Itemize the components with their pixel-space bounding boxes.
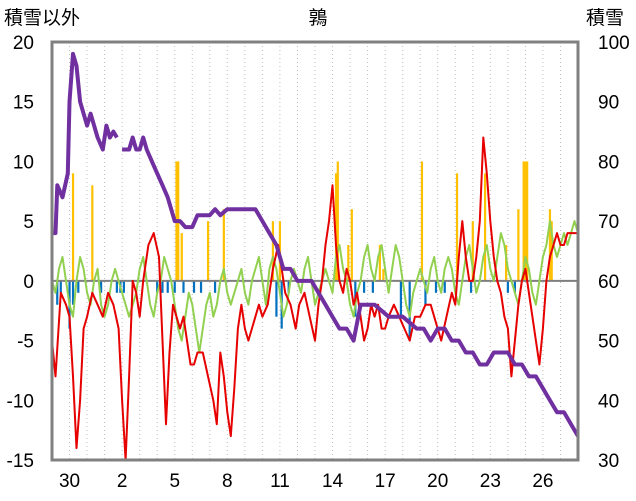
y-right-tick-label: 100 [598,33,630,54]
snowfall-diff-bar [59,280,62,293]
chart-title: 鶉 [308,7,327,29]
precipitation-bar [382,268,385,281]
x-tick-label: 5 [169,471,180,492]
y-left-tick-label: -5 [17,332,34,353]
x-axis-ticks: 30 2 5 8 11 14 17 20 23 26 [59,471,554,492]
plot-frame [50,40,580,462]
snowfall-diff-bar [443,280,446,293]
temperature-line [51,136,578,461]
snowfall-diff-bar [192,280,196,293]
snowfall-diff-bar [182,280,185,293]
precipitation-bar [378,245,381,281]
precipitation-bar [526,161,529,281]
precipitation-bar [222,209,225,281]
precipitation-bar [206,221,210,281]
x-tick-label: 14 [322,471,344,492]
y-right-tick-label: 70 [598,212,619,233]
snowfall-diff-bar [399,280,403,317]
precipitation-bar [471,221,474,281]
snowfall-diff-bar [513,280,516,293]
snowfall-diff-bar [434,280,438,293]
y-left-tick-label: -15 [7,451,34,472]
precipitation-bar [350,209,353,281]
snowfall-diff-bar [199,280,203,293]
x-tick-label: 11 [270,471,290,492]
precipitation-bar [336,161,339,281]
precipitation-bar [271,221,275,281]
snow-depth-line [122,135,580,438]
snowfall-diff-bar [115,280,118,293]
y-left-tick-label: 0 [23,272,34,293]
y-right-tick-label: 90 [598,93,619,114]
precipitation-bar [334,173,338,281]
snowfall-diff-bar [424,280,427,305]
x-tick-label: 23 [480,471,501,492]
y-right-tick-label: 30 [598,451,619,472]
snowfall-diff-bar [173,280,176,293]
precipitation-bar [517,209,520,281]
x-tick-label: 30 [59,471,80,492]
x-tick-label: 20 [427,471,448,492]
snowfall-diff-bar [275,280,278,317]
y-right-tick-label: 40 [598,391,619,412]
y-left-tick-label: -10 [7,391,34,412]
series-lines [51,51,580,461]
right-axis-ticks: 100 90 80 70 60 50 40 30 [598,33,630,472]
grid [69,42,561,460]
left-axis-label: 積雪以外 [4,7,80,29]
y-right-tick-label: 80 [598,152,619,173]
x-tick-label: 2 [117,471,128,492]
y-left-tick-label: 20 [13,33,34,54]
precipitation-bar [420,161,424,281]
right-axis-label: 積雪 [586,7,624,29]
x-tick-label: 17 [375,471,396,492]
snowfall-diff-bar [469,280,473,293]
snow-depth-line [52,51,119,236]
y-left-tick-label: 5 [23,212,34,233]
snowfall-diff-bar [161,280,164,293]
y-left-tick-label: 10 [13,152,34,173]
snowfall-diff-bar [362,280,366,293]
precipitation-bar [524,161,527,281]
frame [50,40,580,462]
snowfall-diff-bar [213,280,217,293]
left-axis-ticks: 20 15 10 5 0 -5 -10 -15 [7,33,34,472]
precipitation-bar [483,173,487,281]
snowfall-diff-bar [506,280,509,293]
snowfall-diff-bar [156,280,159,293]
snowfall-diff-bar [122,280,125,293]
x-tick-label: 8 [222,471,233,492]
snowfall-diff-bar [371,280,374,293]
precipitation-bar [522,161,525,281]
x-tick-label: 26 [532,471,553,492]
precipitation-bar [455,173,459,281]
snowfall-diff-bar [99,280,103,293]
y-left-tick-label: 15 [13,93,34,114]
precipitation-bar [91,185,94,281]
y-right-tick-label: 50 [598,332,619,353]
y-right-tick-label: 60 [598,272,619,293]
precipitation-bar [180,233,183,281]
snowfall-diff-bar [166,280,169,293]
other-line [51,220,579,354]
snowfall-diff-bar [56,280,59,305]
precipitation-bar [71,173,75,281]
snowfall-diff-bar [71,280,75,305]
precipitation-bar [347,245,350,281]
precipitation-bar [548,209,552,281]
snowfall-diff-bar [77,280,80,293]
